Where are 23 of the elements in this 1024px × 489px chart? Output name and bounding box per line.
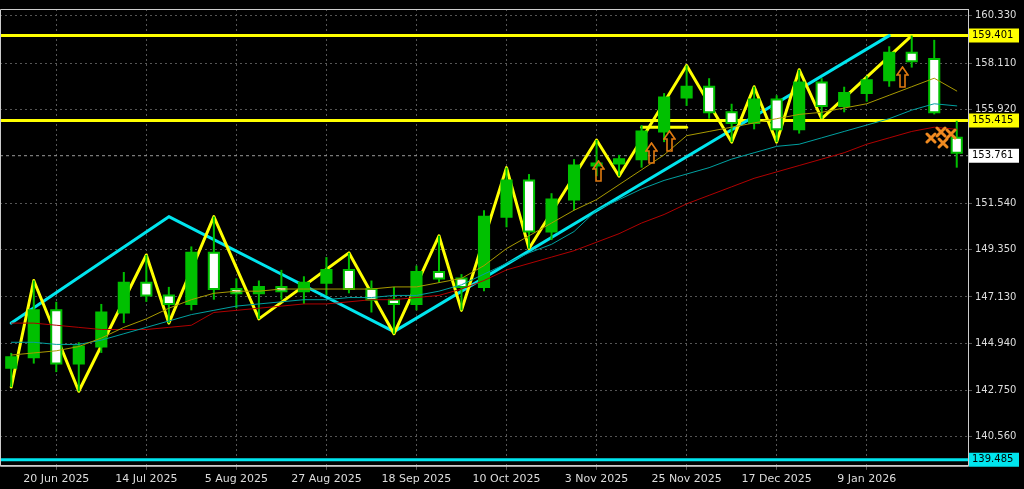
y-tick-label: 158.110 (975, 56, 1017, 68)
x-tick-label: 18 Sep 2025 (381, 472, 452, 486)
y-tick-label: 142.750 (975, 383, 1017, 395)
y-tick-label: 140.560 (975, 430, 1017, 442)
x-tick-label: 25 Nov 2025 (651, 472, 722, 486)
y-tick-label: 144.940 (975, 337, 1017, 349)
ref-line-label: 159.401 (972, 29, 1014, 41)
ref-line-label: 153.761 (972, 149, 1014, 161)
y-tick-label: 151.540 (975, 196, 1017, 208)
x-tick-label: 14 Jul 2025 (115, 472, 178, 486)
y-tick-label: 149.350 (975, 243, 1017, 255)
ref-line-label: 139.485 (972, 453, 1014, 465)
y-tick-label: 147.130 (975, 290, 1017, 302)
x-tick-label: 5 Aug 2025 (204, 472, 269, 486)
y-tick-label: 160.330 (975, 9, 1017, 21)
ref-line-label: 155.415 (972, 114, 1014, 126)
x-tick-label: 3 Nov 2025 (564, 472, 629, 486)
y-tick-label: 155.920 (975, 103, 1017, 115)
x-tick-label: 20 Jun 2025 (23, 472, 90, 486)
x-tick-label: 17 Dec 2025 (741, 472, 812, 486)
x-tick-label: 10 Oct 2025 (472, 472, 541, 486)
x-tick-label: 27 Aug 2025 (291, 472, 362, 486)
x-tick-label: 9 Jan 2026 (837, 472, 897, 486)
